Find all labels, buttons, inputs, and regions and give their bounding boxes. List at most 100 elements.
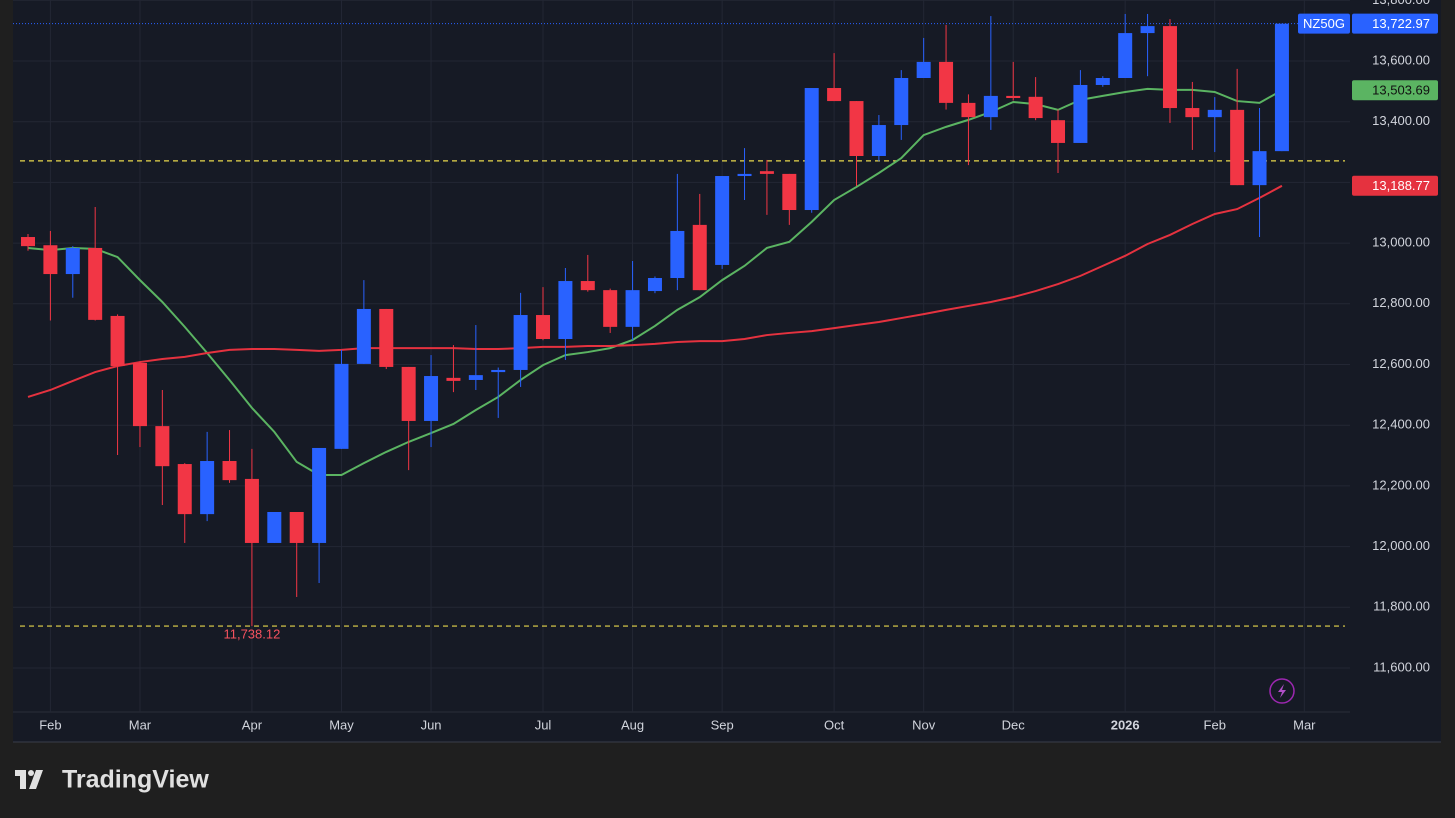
candle-body — [155, 426, 170, 467]
candle-body — [312, 447, 327, 543]
moving-average — [27, 184, 1283, 398]
y-tick-label: 13,400.00 — [1372, 113, 1430, 128]
candle-body — [1095, 77, 1110, 85]
symbol-label: NZ50G — [1303, 16, 1345, 31]
candle-body — [401, 366, 416, 421]
chart-background — [13, 0, 1441, 742]
y-tick-label: 11,800.00 — [1373, 599, 1430, 614]
x-tick-label: Jun — [421, 717, 442, 732]
brand-logo[interactable]: TradingView — [15, 766, 209, 794]
candle-body — [961, 102, 976, 118]
x-tick-label: Oct — [824, 717, 845, 732]
y-tick-label: 12,200.00 — [1372, 477, 1430, 492]
candle-body — [1118, 33, 1133, 78]
candle-body — [1207, 109, 1222, 118]
candle-body — [334, 363, 349, 449]
candle-body — [21, 237, 36, 247]
candle-body — [804, 88, 819, 211]
candle-body — [827, 88, 842, 102]
price-tag-label: 13,188.77 — [1372, 178, 1430, 193]
y-tick-label: 12,400.00 — [1372, 417, 1430, 432]
candle-body — [625, 290, 640, 327]
y-tick-label: 11,600.00 — [1373, 659, 1430, 674]
x-tick-label: Sep — [711, 717, 734, 732]
brand-mark — [15, 770, 43, 789]
candle-body — [580, 281, 595, 291]
candle-body — [132, 362, 147, 427]
x-tick-label: Aug — [621, 717, 644, 732]
candle-body — [782, 173, 797, 211]
candle-body — [1252, 151, 1267, 186]
plot: 11,738.12 — [13, 13, 1350, 642]
axes: 11,600.00 11,800.00 12,000.00 12,200.00 12,4… — [39, 0, 1438, 732]
candle-body — [1274, 23, 1289, 152]
candle-body — [513, 315, 528, 370]
price-tag — [1352, 13, 1438, 34]
candle-body — [1073, 84, 1088, 143]
candle-body — [894, 77, 909, 126]
candle-body — [1051, 120, 1066, 143]
candle-body — [446, 377, 461, 381]
candle-body — [916, 61, 931, 78]
candle-body — [603, 290, 618, 327]
candle-body — [289, 511, 304, 543]
y-tick-label: 13,800.00 — [1372, 0, 1430, 7]
candle-body — [670, 230, 685, 279]
candle-body — [759, 171, 774, 174]
candle-body — [65, 247, 80, 275]
candle-body — [43, 245, 58, 275]
x-tick-label: Jul — [535, 717, 552, 732]
candle-body — [88, 247, 103, 320]
x-tick-label: Dec — [1002, 717, 1026, 732]
brand-name: TradingView — [62, 766, 209, 794]
candle-body — [1028, 96, 1043, 119]
candle-body — [715, 176, 730, 265]
price-tag — [1352, 175, 1438, 196]
candle-body — [267, 511, 282, 543]
candle-body — [424, 376, 439, 421]
candle-body — [177, 464, 192, 515]
y-tick-label: 13,000.00 — [1372, 235, 1430, 250]
candle-body — [379, 308, 394, 367]
candle-body — [356, 308, 371, 364]
candle-body — [491, 369, 506, 373]
x-tick-label: Mar — [129, 717, 152, 732]
x-tick-label: 2026 — [1111, 717, 1140, 732]
candle-body — [647, 278, 662, 292]
x-tick-label: Apr — [242, 717, 263, 732]
brand-dot — [28, 770, 34, 776]
candle-body — [244, 478, 259, 543]
candle-body — [939, 61, 954, 103]
candle-body — [222, 461, 237, 481]
candle-body — [200, 461, 215, 515]
y-tick-label: 12,800.00 — [1372, 295, 1430, 310]
candle-body — [110, 315, 125, 367]
x-tick-label: Mar — [1293, 717, 1316, 732]
candle-body — [1185, 108, 1200, 118]
y-tick-label: 12,000.00 — [1372, 538, 1430, 553]
alert-icon[interactable] — [1269, 678, 1295, 704]
candle-body — [871, 125, 886, 156]
candle-body — [1140, 26, 1155, 34]
price-tag — [1352, 80, 1438, 101]
moving-average — [27, 87, 1283, 476]
candle-body — [1006, 95, 1021, 99]
candle-body — [983, 95, 998, 118]
y-tick-label: 13,600.00 — [1372, 52, 1430, 67]
symbol-tag — [1298, 13, 1350, 34]
x-tick-label: May — [329, 717, 354, 732]
candle-body — [849, 101, 864, 156]
candle-body — [692, 224, 707, 291]
candle-body — [1230, 109, 1245, 186]
x-tick-label: Feb — [1204, 717, 1226, 732]
price-tag-label: 13,722.97 — [1372, 16, 1430, 31]
candle-body — [1162, 26, 1177, 109]
low-annotation: 11,738.12 — [223, 627, 280, 642]
alert-bolt — [1278, 684, 1286, 698]
y-tick-label: 12,600.00 — [1372, 356, 1430, 371]
alert-circle — [1269, 678, 1295, 704]
x-tick-label: Nov — [912, 717, 936, 732]
candle-body — [558, 281, 573, 340]
x-tick-label: Feb — [39, 717, 61, 732]
